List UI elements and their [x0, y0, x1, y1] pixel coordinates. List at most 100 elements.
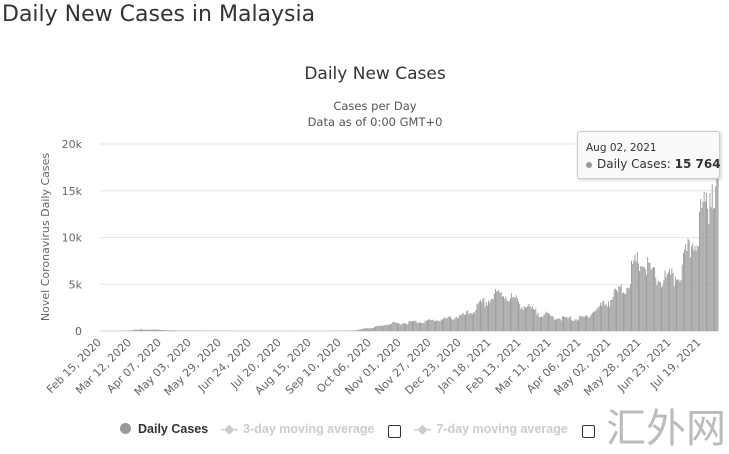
bar: [176, 330, 177, 331]
bar: [384, 325, 385, 331]
bar: [394, 322, 395, 331]
bar: [573, 321, 574, 331]
bar: [373, 328, 374, 331]
bar: [361, 329, 362, 331]
bar: [630, 284, 631, 331]
bar: [387, 325, 388, 331]
bar: [543, 315, 544, 331]
bar: [542, 317, 543, 331]
bar: [352, 330, 353, 331]
bar: [633, 260, 634, 331]
bar: [531, 308, 532, 331]
bar: [517, 298, 518, 331]
bar: [487, 306, 488, 331]
bar: [520, 309, 521, 331]
bar: [662, 286, 663, 331]
bar: [539, 317, 540, 331]
bar: [679, 282, 680, 331]
bar: [356, 330, 357, 331]
bar: [429, 320, 430, 331]
legend-item-3day-average[interactable]: -◆-3-day moving average: [220, 421, 374, 436]
bar: [497, 291, 498, 331]
bar: [515, 298, 516, 331]
bar: [435, 321, 436, 331]
bar: [481, 302, 482, 331]
bar: [493, 299, 494, 331]
bar: [665, 271, 666, 331]
bar: [154, 329, 155, 331]
bar: [444, 317, 445, 331]
bar: [681, 280, 682, 331]
bar: [696, 251, 697, 331]
bar: [362, 329, 363, 331]
bar: [538, 313, 539, 331]
bar: [588, 318, 589, 331]
tooltip: Aug 02, 2021 Daily Cases: 15 764: [577, 131, 720, 179]
bar: [412, 321, 413, 331]
bar: [422, 323, 423, 331]
legend-item-7day-average[interactable]: -◆-7-day moving average: [413, 421, 567, 436]
bar: [509, 301, 510, 331]
bar: [714, 208, 715, 331]
bar: [169, 330, 170, 331]
bar: [456, 317, 457, 331]
bar: [519, 304, 520, 331]
bar: [701, 208, 702, 331]
bar: [682, 265, 683, 331]
bar: [564, 317, 565, 331]
bar: [354, 330, 355, 331]
bar: [703, 202, 704, 331]
bar: [366, 328, 367, 331]
bar: [607, 307, 608, 331]
circle-icon: [120, 423, 131, 434]
bar: [360, 330, 361, 331]
3day-average-checkbox[interactable]: [388, 425, 401, 438]
bar: [678, 279, 679, 331]
bar: [158, 330, 159, 331]
bar: [483, 298, 484, 331]
bar: [411, 321, 412, 331]
bar: [496, 292, 497, 331]
bar: [684, 249, 685, 331]
bar: [404, 323, 405, 331]
bar: [562, 316, 563, 331]
bar: [382, 326, 383, 331]
bar: [447, 318, 448, 331]
legend: Daily Cases -◆-3-day moving average -◆-7…: [120, 419, 607, 438]
bar: [472, 314, 473, 331]
bar: [639, 271, 640, 331]
bar: [688, 239, 689, 331]
bar: [566, 317, 567, 331]
bar: [409, 321, 410, 331]
bar: [676, 280, 677, 331]
bar: [629, 288, 630, 331]
bar: [477, 304, 478, 331]
bar: [473, 312, 474, 331]
bar: [628, 288, 629, 331]
legend-item-daily-cases[interactable]: Daily Cases: [120, 422, 208, 436]
bar: [508, 301, 509, 331]
bar: [498, 290, 499, 331]
bar: [504, 299, 505, 331]
bar: [425, 321, 426, 331]
bar: [164, 330, 165, 331]
bar: [488, 300, 489, 331]
bar: [610, 300, 611, 331]
bar: [390, 324, 391, 331]
bar: [568, 319, 569, 331]
bar: [592, 313, 593, 331]
bar: [463, 313, 464, 331]
bar: [615, 289, 616, 331]
bar: [510, 298, 511, 331]
bar: [618, 286, 619, 331]
bar: [516, 295, 517, 331]
bar: [683, 253, 684, 331]
bar: [426, 321, 427, 331]
bar: [553, 316, 554, 331]
bar: [440, 321, 441, 331]
bar: [139, 330, 140, 331]
7day-average-checkbox[interactable]: [582, 425, 595, 438]
bar: [700, 199, 701, 331]
bar: [142, 329, 143, 331]
bar: [622, 293, 623, 331]
